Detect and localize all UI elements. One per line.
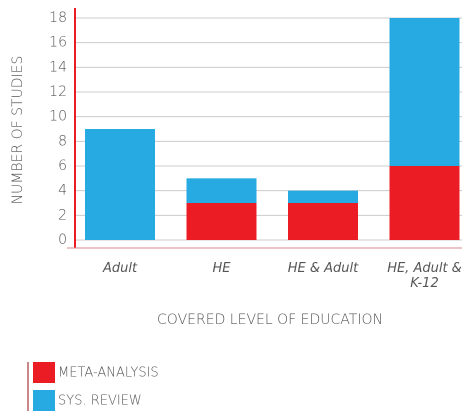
y-axis-title: NUMBER OF STUDIES	[10, 56, 26, 205]
y-tick-label: 0	[58, 232, 67, 248]
x-axis-title: COVERED LEVEL OF EDUCATION	[157, 312, 383, 328]
y-tick-label: 8	[58, 133, 67, 149]
y-tick-label: 6	[58, 158, 67, 174]
bar-segment	[186, 178, 257, 203]
y-tick-label: 18	[49, 10, 67, 26]
x-tick-label: HE	[212, 261, 231, 276]
x-tick-label: HE & Adult	[287, 261, 359, 276]
legend-label: SYS. REVIEW	[58, 394, 142, 409]
x-tick-label: HE, Adult & K-12	[387, 261, 462, 291]
y-tick-label: 2	[58, 207, 67, 223]
legend-swatch	[33, 362, 55, 383]
bar-segment	[389, 166, 460, 240]
bar-segment	[186, 203, 257, 240]
bar-segment	[85, 129, 155, 240]
bar-segment	[288, 190, 358, 203]
y-tick-label: 16	[49, 35, 67, 51]
legend-label: META-ANALYSIS	[58, 366, 159, 381]
bar-segment	[288, 203, 358, 240]
bar-segment	[389, 18, 460, 166]
y-tick-label: 12	[49, 84, 67, 100]
y-tick-label: 10	[49, 109, 67, 125]
x-tick-label: Adult	[102, 261, 138, 276]
y-tick-label: 4	[58, 183, 67, 199]
legend-swatch	[33, 390, 55, 411]
y-tick-label: 14	[49, 59, 67, 75]
